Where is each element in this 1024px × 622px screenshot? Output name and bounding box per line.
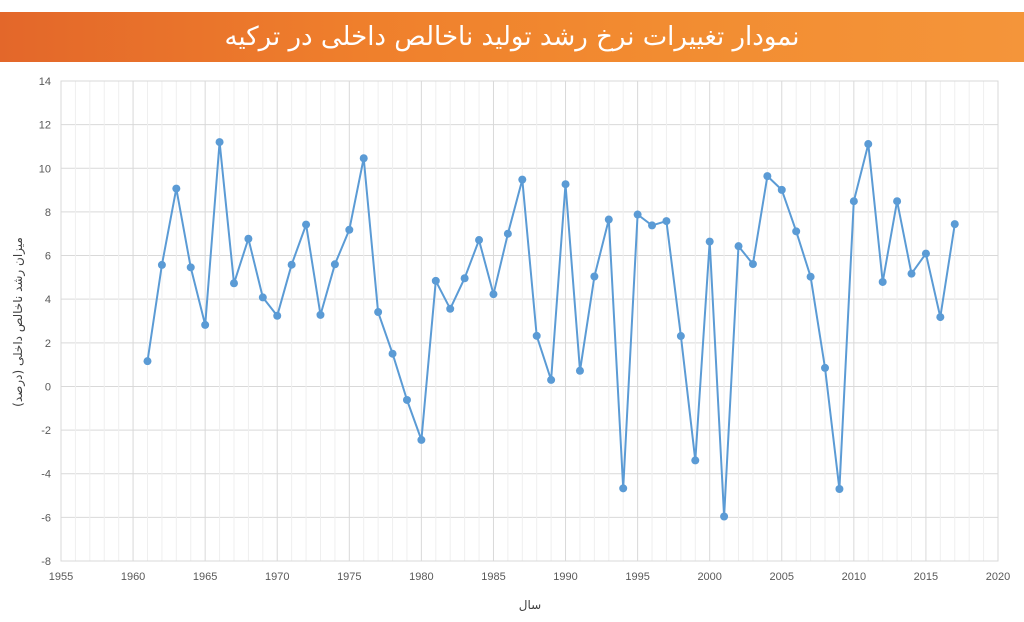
- data-point: [734, 242, 743, 251]
- y-tick-label: -4: [41, 469, 51, 481]
- data-point: [388, 349, 397, 358]
- data-point: [316, 310, 325, 319]
- data-point: [330, 260, 339, 269]
- x-tick-label: 2020: [986, 571, 1010, 583]
- x-tick-label: 1975: [337, 571, 361, 583]
- x-tick-label: 2015: [914, 571, 938, 583]
- x-tick-label: 1970: [265, 571, 289, 583]
- data-point: [950, 220, 959, 229]
- data-point: [273, 311, 282, 320]
- data-point: [547, 375, 556, 384]
- data-point: [143, 357, 152, 366]
- data-point: [777, 185, 786, 194]
- x-tick-label: 2000: [697, 571, 721, 583]
- data-point: [215, 138, 224, 147]
- y-tick-label: 2: [45, 338, 51, 350]
- data-point: [936, 313, 945, 322]
- data-point: [244, 234, 253, 243]
- data-point: [417, 435, 426, 444]
- x-tick-label: 1995: [625, 571, 649, 583]
- data-point: [633, 210, 642, 219]
- data-point: [186, 263, 195, 272]
- x-tick-label: 2005: [770, 571, 794, 583]
- data-point: [604, 215, 613, 224]
- x-tick-label: 1965: [193, 571, 217, 583]
- data-point: [763, 172, 772, 181]
- x-tick-label: 1955: [49, 571, 73, 583]
- data-point: [446, 304, 455, 313]
- data-point: [475, 236, 484, 245]
- y-tick-label: 14: [39, 76, 51, 88]
- y-tick-label: -2: [41, 425, 51, 437]
- x-tick-label: 1985: [481, 571, 505, 583]
- y-axis-ticks: 14 12 10 8 6 4 2 0 -2 -4 -6 -8: [39, 76, 51, 568]
- data-point: [201, 320, 210, 329]
- x-tick-label: 1980: [409, 571, 433, 583]
- data-point: [676, 332, 685, 341]
- data-point: [460, 274, 469, 283]
- x-tick-label: 1960: [121, 571, 145, 583]
- plot-border: [60, 80, 999, 562]
- gridlines: [60, 80, 999, 562]
- data-point: [359, 154, 368, 163]
- data-point: [590, 272, 599, 281]
- data-point: [720, 512, 729, 521]
- data-point: [431, 276, 440, 285]
- y-tick-label: 4: [45, 294, 51, 306]
- y-tick-label: 0: [45, 381, 51, 393]
- data-point: [878, 277, 887, 286]
- data-point: [806, 272, 815, 281]
- y-tick-label: -6: [41, 512, 51, 524]
- data-point: [705, 237, 714, 246]
- x-axis-ticks: 1955 1960 1965 1970 1975 1980 1985 1990 1995 2000…: [49, 571, 1010, 583]
- title-banner: [0, 12, 1024, 62]
- y-tick-label: 8: [45, 207, 51, 219]
- data-point: [402, 395, 411, 404]
- x-axis-label: سال: [519, 598, 541, 612]
- y-tick-label: 12: [39, 120, 51, 132]
- data-point: [561, 180, 570, 189]
- data-point: [345, 225, 354, 234]
- x-tick-label: 1990: [553, 571, 577, 583]
- data-point: [287, 260, 296, 269]
- chart-title: نمودار تغییرات نرخ رشد تولید ناخالص داخل…: [224, 22, 800, 52]
- y-tick-label: -8: [41, 556, 51, 568]
- data-point: [907, 269, 916, 278]
- data-point: [648, 221, 657, 230]
- data-point: [821, 363, 830, 372]
- data-point: [691, 456, 700, 465]
- data-point: [518, 175, 527, 184]
- data-point: [849, 197, 858, 206]
- data-point: [921, 249, 930, 258]
- y-axis-label: میزان رشد ناخالص داخلی (درصد): [11, 237, 26, 407]
- data-point: [532, 331, 541, 340]
- data-point: [662, 217, 671, 226]
- data-point: [864, 140, 873, 149]
- y-tick-label: 10: [39, 163, 51, 175]
- data-point: [302, 220, 311, 229]
- data-point: [893, 197, 902, 206]
- x-tick-label: 2010: [842, 571, 866, 583]
- data-point: [229, 279, 238, 288]
- data-point: [792, 227, 801, 236]
- data-point: [172, 184, 181, 193]
- data-point: [835, 485, 844, 493]
- data-point: [157, 260, 166, 269]
- data-point: [748, 260, 757, 269]
- data-point: [503, 229, 512, 238]
- data-point: [489, 290, 498, 299]
- y-tick-label: 6: [45, 251, 51, 263]
- data-point: [619, 484, 628, 493]
- data-points: [143, 138, 959, 521]
- data-point: [575, 366, 584, 375]
- data-point: [258, 293, 267, 302]
- data-point: [374, 308, 383, 317]
